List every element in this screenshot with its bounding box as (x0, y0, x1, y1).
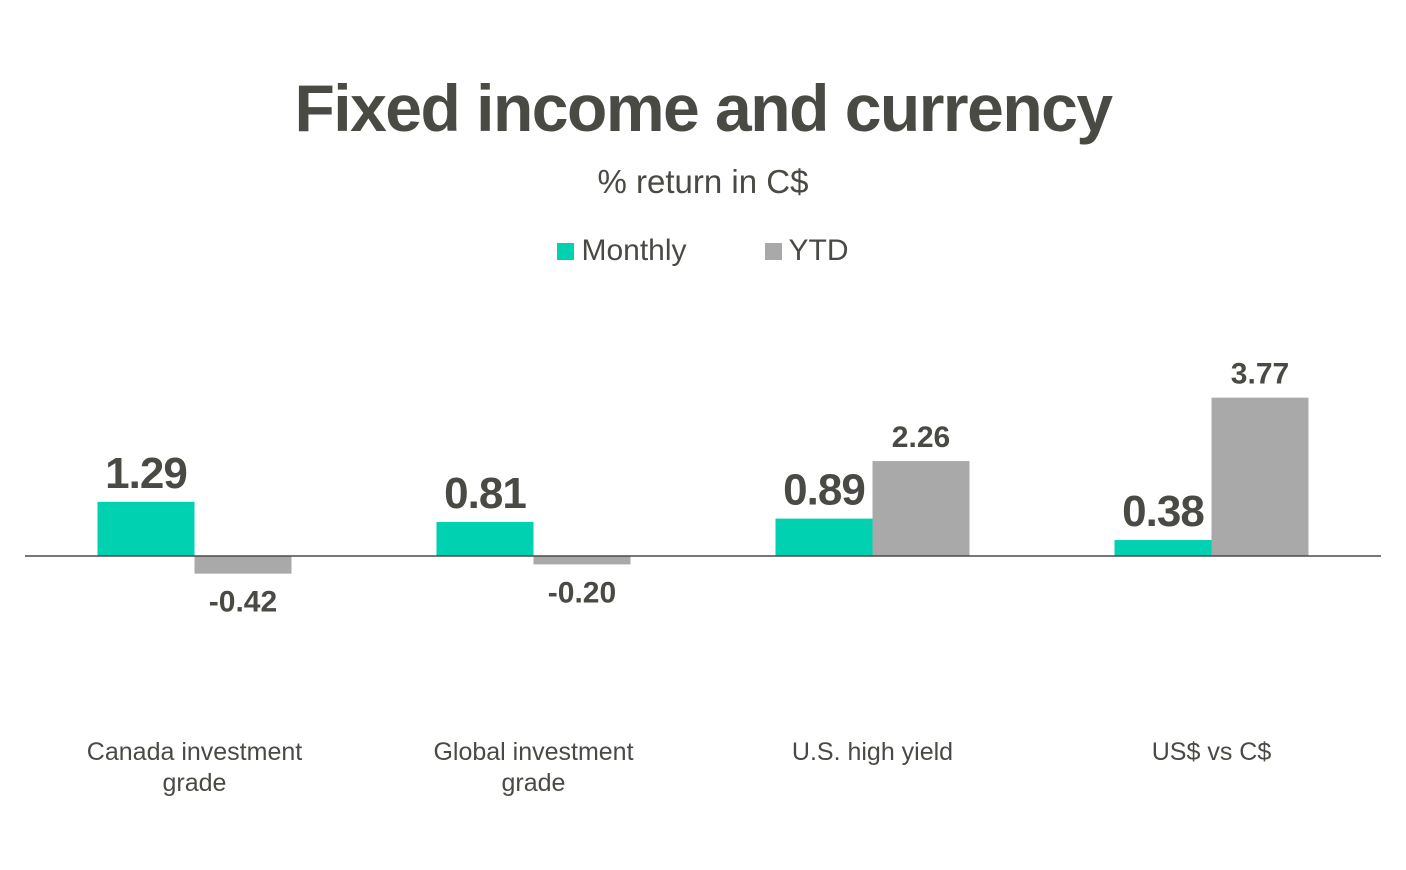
data-label-monthly-3: 0.38 (1122, 487, 1204, 536)
legend-swatch-monthly (557, 242, 575, 260)
bar-monthly-2 (775, 518, 873, 556)
x-tick-label-3-0: US$ vs C$ (1152, 738, 1272, 766)
legend-label-monthly: Monthly (581, 234, 687, 267)
legend-item-ytd: YTD (764, 234, 849, 268)
x-tick-label-0-0: Canada investment (87, 738, 302, 766)
data-label-monthly-0: 1.29 (105, 449, 187, 498)
legend-item-monthly: Monthly (557, 234, 687, 268)
x-tick-label-1-0: Global investment (433, 738, 633, 766)
chart-title: Fixed income and currency (294, 71, 1113, 145)
bar-ytd-0 (194, 556, 292, 574)
data-label-ytd-1: -0.20 (548, 576, 616, 609)
bar-monthly-0 (97, 501, 195, 556)
legend: Monthly YTD (0, 234, 1406, 268)
data-label-ytd-3: 3.77 (1231, 358, 1289, 391)
x-tick-label-1-1: grade (502, 769, 566, 797)
bar-monthly-3 (1114, 540, 1212, 556)
bar-monthly-1 (436, 521, 534, 556)
legend-label-ytd: YTD (788, 234, 849, 267)
data-label-ytd-0: -0.42 (209, 586, 277, 619)
x-tick-label-2-0: U.S. high yield (792, 738, 953, 766)
bar-ytd-1 (533, 556, 631, 565)
data-label-monthly-1: 0.81 (444, 469, 526, 518)
data-label-ytd-2: 2.26 (892, 421, 950, 454)
chart-subtitle: % return in C$ (597, 163, 809, 200)
bar-ytd-3 (1211, 397, 1309, 556)
data-label-monthly-2: 0.89 (783, 466, 865, 515)
legend-swatch-ytd (764, 242, 782, 260)
x-tick-label-0-1: grade (163, 769, 227, 797)
bar-ytd-2 (872, 461, 970, 556)
